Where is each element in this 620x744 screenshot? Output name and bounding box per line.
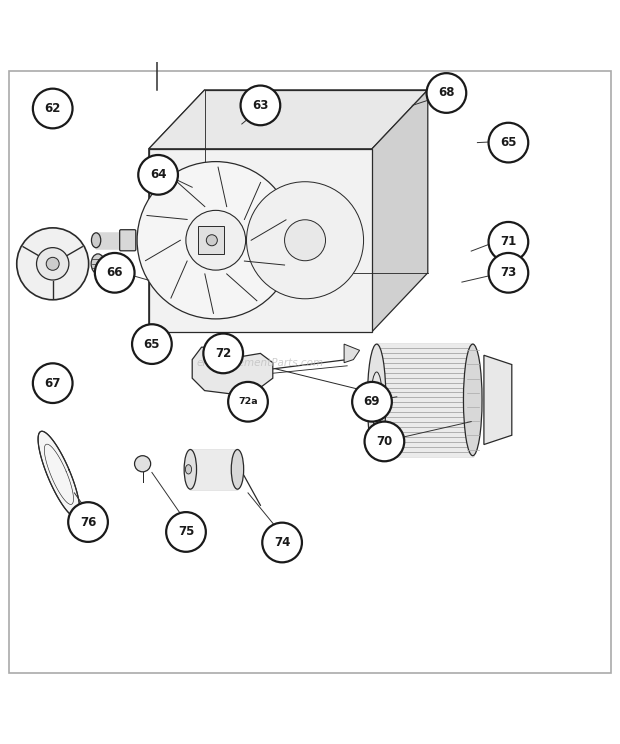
Text: 65: 65 (500, 136, 516, 149)
Circle shape (427, 73, 466, 113)
FancyBboxPatch shape (120, 230, 136, 251)
Text: 63: 63 (252, 99, 268, 112)
Circle shape (138, 155, 178, 195)
Polygon shape (372, 90, 428, 332)
Circle shape (365, 422, 404, 461)
Circle shape (228, 382, 268, 422)
Polygon shape (192, 347, 273, 394)
Circle shape (489, 253, 528, 292)
Circle shape (285, 219, 326, 260)
Circle shape (95, 253, 135, 292)
Circle shape (17, 228, 89, 300)
Polygon shape (344, 344, 360, 362)
Text: eReplacementParts.com: eReplacementParts.com (197, 358, 324, 368)
Text: 68: 68 (438, 86, 454, 100)
Text: 66: 66 (107, 266, 123, 279)
Ellipse shape (464, 344, 482, 455)
Text: 75: 75 (178, 525, 194, 539)
Circle shape (489, 123, 528, 162)
Circle shape (186, 211, 246, 270)
Polygon shape (198, 226, 224, 254)
Polygon shape (38, 432, 80, 517)
Circle shape (262, 522, 302, 562)
Ellipse shape (92, 233, 100, 248)
Text: 64: 64 (150, 168, 166, 182)
Ellipse shape (91, 254, 105, 274)
Text: 72: 72 (215, 347, 231, 360)
Circle shape (33, 89, 73, 129)
Circle shape (132, 324, 172, 364)
Circle shape (68, 502, 108, 542)
Polygon shape (484, 355, 512, 444)
Polygon shape (149, 90, 205, 332)
Ellipse shape (367, 344, 386, 455)
Text: 76: 76 (80, 516, 96, 528)
Ellipse shape (371, 372, 382, 428)
Text: 67: 67 (45, 376, 61, 390)
Circle shape (166, 512, 206, 552)
Text: 69: 69 (364, 395, 380, 408)
Text: 65: 65 (144, 338, 160, 350)
Circle shape (206, 235, 218, 246)
Circle shape (241, 86, 280, 125)
Circle shape (135, 455, 151, 472)
Ellipse shape (184, 449, 197, 490)
Polygon shape (149, 90, 428, 149)
Ellipse shape (185, 465, 192, 474)
Circle shape (489, 222, 528, 262)
Text: 72a: 72a (238, 397, 258, 406)
Polygon shape (149, 149, 372, 332)
Circle shape (352, 382, 392, 422)
Circle shape (33, 363, 73, 403)
Circle shape (203, 333, 243, 373)
Text: 73: 73 (500, 266, 516, 279)
Text: 71: 71 (500, 235, 516, 248)
Circle shape (46, 257, 59, 270)
Text: 62: 62 (45, 102, 61, 115)
Circle shape (37, 248, 69, 280)
Ellipse shape (231, 449, 244, 490)
Text: 70: 70 (376, 435, 392, 448)
Text: 74: 74 (274, 536, 290, 549)
Circle shape (247, 182, 363, 299)
Circle shape (137, 161, 294, 319)
